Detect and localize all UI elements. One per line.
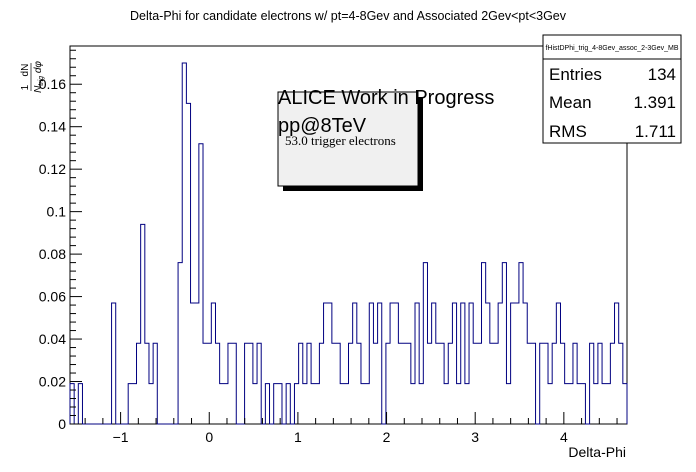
stats-mean-label: Mean: [549, 93, 592, 112]
y-tick-label: 0.04: [39, 331, 66, 347]
x-tick-label: 0: [205, 429, 213, 445]
stats-box-border: [542, 34, 682, 144]
annotation-line-2: pp@8TeV: [278, 115, 367, 137]
y-tick-label: 0.14: [39, 119, 66, 135]
y-tick-label: 0.08: [39, 246, 66, 262]
stats-rms-label: RMS: [549, 122, 587, 141]
stats-mean-value: 1.391: [633, 93, 676, 112]
y-axis-label: 1 dN Ntrig dφ: [20, 61, 45, 93]
x-tick-label: 1: [294, 429, 302, 445]
x-axis-ticks: −1 0 1 2 3 4: [84, 412, 618, 445]
x-tick-label: 2: [383, 429, 391, 445]
x-tick-label: 4: [560, 429, 568, 445]
y-tick-label: 0.02: [39, 374, 66, 390]
y-axis-label-denominator: Ntrig dφ: [33, 61, 45, 93]
y-tick-label: 0.06: [39, 289, 66, 305]
chart-title: Delta-Phi for candidate electrons w/ pt=…: [130, 9, 567, 23]
y-axis-label-numerator: 1 dN: [20, 64, 31, 91]
y-tick-label: 0.16: [39, 76, 66, 92]
stats-entries-label: Entries: [549, 65, 602, 84]
stats-entries-value: 134: [648, 65, 676, 84]
stats-box: fHistDPhi_trig_4-8Gev_assoc_2-3Gev_MB En…: [542, 34, 682, 144]
x-tick-label: −1: [113, 429, 129, 445]
plot-frame: [69, 45, 628, 425]
y-tick-label: 0.12: [39, 161, 66, 177]
x-axis-label: Delta-Phi: [568, 444, 626, 460]
histogram-line: [69, 62, 628, 425]
y-tick-label: 0: [58, 416, 66, 432]
x-tick-label: 3: [471, 429, 479, 445]
stats-rms-value: 1.711: [635, 122, 676, 141]
y-axis-ticks: 0 0.02 0.04 0.06 0.08 0.1 0.12 0.14 0.16: [39, 49, 82, 432]
y-tick-label: 0.1: [47, 204, 67, 220]
annotation-line-3: 53.0 trigger electrons: [285, 133, 396, 148]
stats-histogram-name: fHistDPhi_trig_4-8Gev_assoc_2-3Gev_MB: [545, 45, 678, 52]
annotation-line-1: ALICE Work in Progress: [278, 87, 494, 109]
annotation-box: [277, 91, 419, 187]
